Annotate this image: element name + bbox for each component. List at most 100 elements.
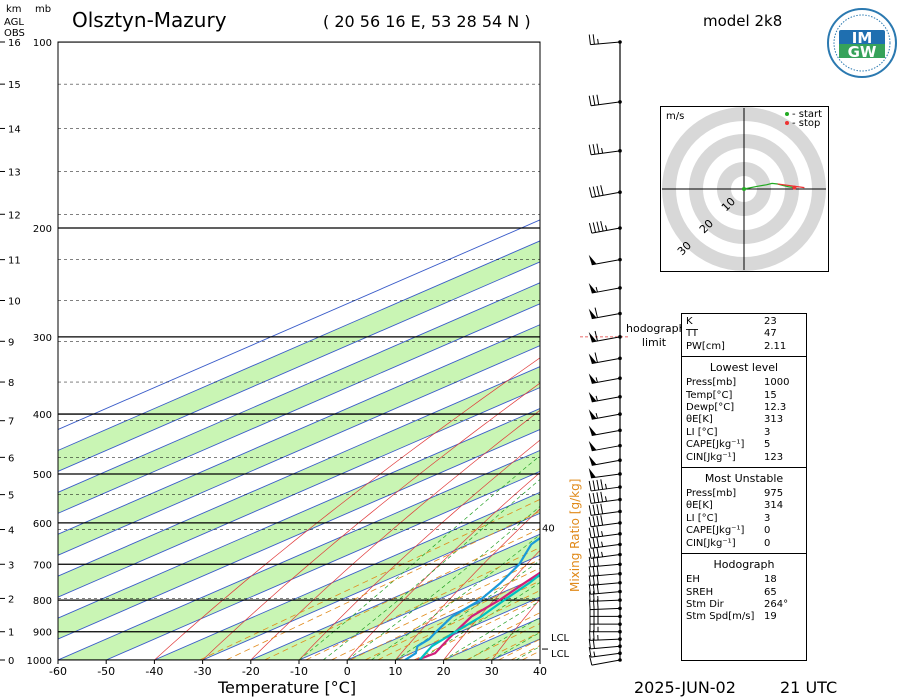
pressure-tick-label: 300 bbox=[33, 333, 52, 344]
isotherm-band bbox=[58, 366, 540, 598]
general-row: K 23 bbox=[686, 316, 802, 328]
hodo-legend-start: - start bbox=[792, 109, 822, 120]
moist-adiabat bbox=[346, 505, 540, 660]
index-label: TT bbox=[686, 328, 699, 340]
index-label: Temp[°C] bbox=[686, 389, 733, 401]
lcl-label: LCL bbox=[551, 633, 570, 644]
dry-adiabat bbox=[491, 598, 540, 660]
wind-barb bbox=[588, 34, 622, 46]
moist-adiabat bbox=[443, 600, 540, 660]
wind-barb bbox=[588, 547, 622, 559]
mixing-ratio-title: Mixing Ratio [g/kg] bbox=[568, 478, 582, 592]
wind-barb bbox=[588, 373, 622, 384]
index-value: 0 bbox=[764, 525, 771, 537]
indices-panel: K 23 TT 47 PW[cm] 2.11 Lowest level Press[mb]… bbox=[681, 313, 807, 661]
wind-barb bbox=[588, 638, 622, 650]
agl-label: AGL bbox=[4, 17, 24, 28]
km-tick-label: 3 bbox=[8, 560, 14, 571]
wind-barb bbox=[588, 254, 622, 266]
mb-label: mb bbox=[35, 4, 52, 15]
isotherm-band bbox=[58, 282, 540, 514]
dry-adiabat bbox=[346, 472, 540, 660]
moist-adiabat bbox=[371, 534, 540, 660]
wind-barb bbox=[588, 143, 622, 156]
km-tick-label: 12 bbox=[8, 210, 21, 221]
station-coords: ( 20 56 16 E, 53 28 54 N ) bbox=[323, 12, 531, 31]
wind-barb bbox=[589, 591, 622, 602]
km-tick-label: 10 bbox=[8, 297, 21, 308]
index-label: K bbox=[686, 316, 693, 327]
mixing-ratio-line bbox=[397, 590, 540, 660]
hodo-trace bbox=[742, 182, 805, 191]
lowest-row: CAPE[Jkg⁻¹] 5 bbox=[686, 439, 802, 451]
index-label: Stm Spd[m/s] bbox=[686, 611, 755, 623]
mixing-ratio-line bbox=[444, 612, 540, 660]
lowest-row: CIN[Jkg⁻¹] 123 bbox=[686, 452, 802, 464]
lowest-level-section: Lowest level Press[mb] 1000 Temp[°C] 15 Dewp… bbox=[682, 357, 806, 469]
index-value: 314 bbox=[764, 500, 784, 512]
mixing-ratio-line bbox=[413, 597, 540, 660]
lowest-row: Dewp[°C] 12.3 bbox=[686, 402, 802, 414]
wind-barb bbox=[588, 565, 622, 577]
wind-barb bbox=[588, 467, 622, 479]
mixing-ratio-tick-label: 2 bbox=[815, 403, 821, 413]
index-label: Press[mb] bbox=[686, 377, 737, 389]
hodograph: m/s - start - stop 10 20 30 bbox=[660, 106, 829, 272]
temp-tick-label: -60 bbox=[49, 665, 67, 678]
isotherm-line bbox=[58, 387, 540, 598]
mixing-ratio-tick-label: 8 bbox=[898, 403, 904, 413]
wind-barb bbox=[588, 646, 622, 658]
index-value: 15 bbox=[764, 389, 777, 401]
wind-barb bbox=[588, 503, 622, 516]
index-value: 5 bbox=[764, 439, 771, 451]
unstable-row: LI [°C] 3 bbox=[686, 513, 802, 525]
reference-lines: 0.30.5123456810152025303540 bbox=[58, 42, 904, 660]
mixing-ratio-tick-label: 4 bbox=[855, 403, 861, 413]
wind-barb bbox=[588, 220, 622, 234]
index-value: 123 bbox=[764, 451, 784, 463]
index-value: 3 bbox=[764, 426, 771, 438]
wind-barb bbox=[588, 491, 622, 504]
temp-tick-label: -30 bbox=[194, 665, 212, 678]
pressure-tick-label: 700 bbox=[33, 560, 52, 571]
index-label: SREH bbox=[686, 586, 714, 598]
index-label: CIN[Jkg⁻¹] bbox=[686, 537, 736, 549]
isotherm-line bbox=[58, 324, 540, 535]
hodograph-stats-title: Hodograph bbox=[713, 558, 775, 572]
pressure-tick-label: 400 bbox=[33, 410, 52, 421]
dry-adiabat bbox=[395, 508, 540, 660]
mixing-ratio-tick-label: 5 bbox=[868, 403, 874, 413]
mixing-ratio-line bbox=[331, 558, 540, 660]
dry-adiabat bbox=[154, 357, 540, 660]
wind-barb bbox=[588, 283, 622, 294]
unstable-row: Press[mb] 975 bbox=[686, 488, 802, 500]
temp-tick-label: 30 bbox=[485, 665, 499, 678]
temp-tick-label: 20 bbox=[437, 665, 451, 678]
wind-barb bbox=[588, 655, 622, 666]
isotherm-band bbox=[58, 408, 540, 640]
general-row: PW[cm] 2.11 bbox=[686, 341, 802, 353]
wind-barb bbox=[588, 185, 622, 198]
km-tick-label: 9 bbox=[8, 337, 14, 348]
index-label: Dewp[°C] bbox=[686, 402, 735, 414]
index-label: PW[cm] bbox=[686, 340, 725, 352]
index-value: 2.11 bbox=[764, 340, 787, 352]
lowest-row: Press[mb] 1000 bbox=[686, 377, 802, 389]
index-value: 1000 bbox=[764, 377, 790, 389]
hodo-row: Stm Spd[m/s] 19 bbox=[686, 611, 802, 623]
wind-barb bbox=[588, 574, 622, 586]
temp-tick-label: 0 bbox=[344, 665, 351, 678]
index-value: 313 bbox=[764, 414, 784, 426]
pressure-tick-label: 100 bbox=[33, 38, 52, 49]
wind-barb bbox=[588, 330, 622, 343]
km-tick-label: 2 bbox=[8, 594, 14, 605]
mixing-ratio-line bbox=[264, 528, 540, 660]
wind-barb bbox=[588, 409, 622, 420]
index-label: LI [°C] bbox=[686, 426, 718, 438]
isotherm-line bbox=[58, 366, 540, 577]
index-label: EH bbox=[686, 574, 700, 586]
pressure-tick-label: 900 bbox=[33, 628, 52, 639]
unstable-row: CIN[Jkg⁻¹] 0 bbox=[686, 538, 802, 550]
mixing-ratio-40-label: 40 bbox=[542, 524, 555, 535]
